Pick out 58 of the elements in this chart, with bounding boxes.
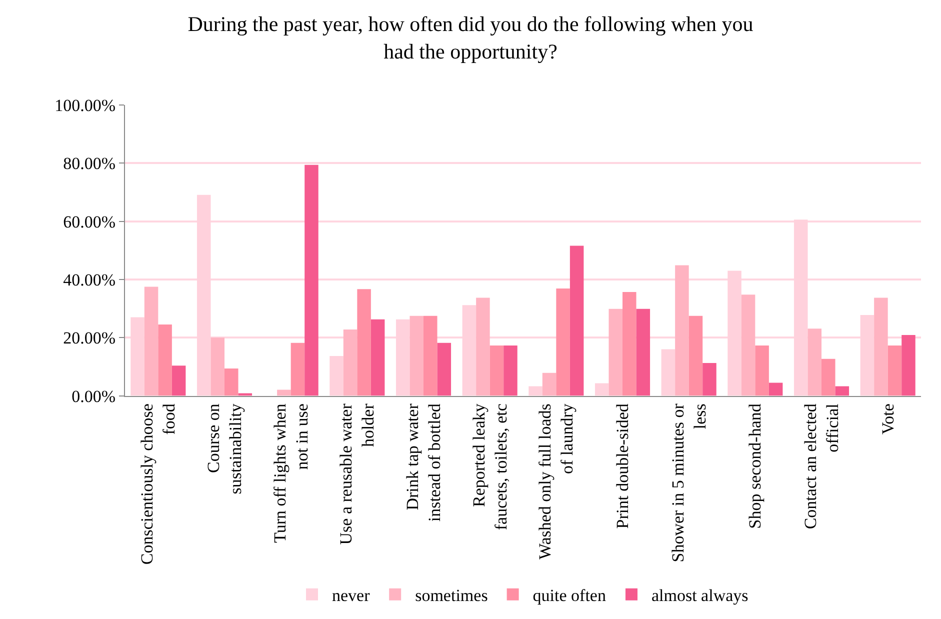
x-tick-label: Vote [878, 404, 898, 434]
bar [210, 338, 224, 396]
legend-label: sometimes [415, 586, 488, 605]
bar [741, 294, 756, 396]
bar [542, 372, 556, 396]
bar [304, 164, 318, 396]
bar [144, 286, 158, 396]
bar [636, 308, 650, 396]
bar [768, 382, 783, 396]
x-tick-label: Shower in 5 minutes or less [668, 403, 710, 562]
bar [874, 298, 888, 396]
bar [822, 358, 836, 396]
bar [808, 328, 822, 396]
bar [158, 324, 172, 396]
bar [172, 366, 186, 396]
bar [902, 335, 916, 396]
bar [570, 246, 584, 396]
bar [556, 288, 570, 396]
x-tick-label: Use a reusable water holder [336, 403, 378, 545]
bar [277, 390, 291, 396]
bar [504, 346, 518, 396]
bar [357, 289, 371, 396]
y-tick-label: 60.00% [63, 212, 116, 232]
bar [594, 383, 609, 396]
bar [888, 346, 902, 396]
bar [608, 308, 622, 396]
x-tick-label: Print double-sided [613, 403, 632, 529]
bar [835, 386, 850, 396]
x-tick-label: Conscientiously choose food [138, 403, 179, 565]
x-tick-label: Contact an elected official [800, 403, 842, 530]
bar [290, 342, 305, 396]
bar [410, 316, 424, 396]
bar [688, 316, 703, 396]
legend-label: almost always [651, 586, 748, 605]
bar [330, 356, 344, 396]
y-tick-label: 40.00% [63, 270, 116, 290]
bar [702, 362, 716, 396]
y-tick-label: 0.00% [72, 386, 116, 406]
chart-title: During the past year, how often did you do the following when you had the opportunity? [188, 12, 754, 64]
bar [437, 342, 452, 396]
y-tick-label: 20.00% [63, 328, 116, 348]
bar [476, 298, 490, 396]
legend-label: never [332, 586, 370, 605]
bar [661, 349, 676, 396]
bar [424, 316, 438, 396]
y-tick-label: 80.00% [63, 154, 116, 174]
legend-label: quite often [532, 586, 606, 605]
bar [755, 346, 769, 396]
bar [622, 292, 636, 396]
bar [343, 330, 358, 396]
bar [675, 265, 689, 396]
bar [224, 368, 238, 396]
bar [370, 319, 385, 396]
bar [238, 393, 252, 396]
x-tick-label: Shop second-hand [746, 403, 765, 529]
y-tick-label: 100.00% [54, 96, 116, 115]
bar [528, 386, 542, 396]
bar [490, 346, 504, 396]
